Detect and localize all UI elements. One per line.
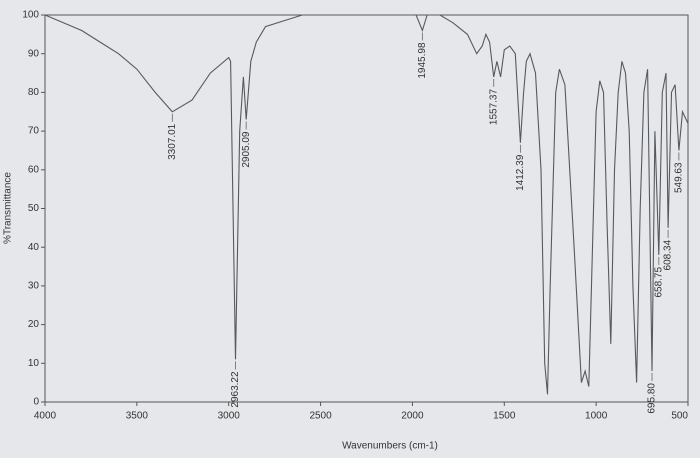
y-tick-label: 80 [28,87,40,98]
x-tick-label: 1500 [493,411,516,422]
y-tick-label: 70 [28,126,40,137]
x-tick-label: 3500 [126,411,149,422]
y-tick-label: 30 [28,281,40,292]
x-tick-label: 3000 [218,411,241,422]
x-tick-label: 1000 [585,411,608,422]
y-tick-label: 10 [28,358,40,369]
y-tick-label: 60 [28,164,40,175]
y-tick-label: 20 [28,319,40,330]
peak-label: 1412.39 [515,154,526,191]
peak-label: 1945.98 [417,42,428,79]
y-axis-label: %Transmittance [3,172,14,244]
x-tick-label: 4000 [34,411,57,422]
peak-label: 549.63 [674,162,685,193]
peak-label: 2905.09 [241,131,252,168]
y-tick-label: 100 [22,10,39,21]
x-tick-label: 2000 [401,411,424,422]
peak-label: 1557.37 [488,88,499,125]
peak-label: 3307.01 [167,123,178,160]
y-tick-label: 90 [28,48,40,59]
x-axis-label: Wavenumbers (cm-1) [342,441,438,452]
peak-label: 2963.22 [230,371,241,408]
y-tick-label: 40 [28,242,40,253]
x-tick-label: 2500 [309,411,332,422]
peak-label: 608.34 [663,239,674,270]
y-tick-label: 50 [28,203,40,214]
spectrum-line [44,14,689,395]
peak-label: 695.80 [647,383,658,414]
peak-label: 658.75 [653,267,664,298]
y-tick-label: 0 [33,397,39,408]
x-tick-label: 500 [671,411,688,422]
